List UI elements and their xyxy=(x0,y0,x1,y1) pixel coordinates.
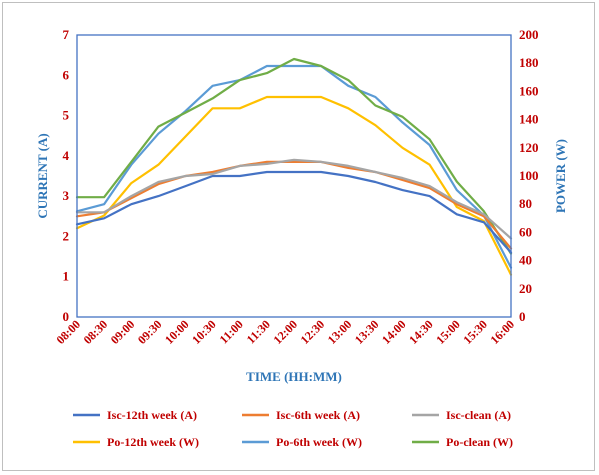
x-tick-label: 11:00 xyxy=(217,317,246,346)
right-y-tick-label: 160 xyxy=(519,83,539,98)
right-y-tick-label: 180 xyxy=(519,55,539,70)
legend-label: Po-clean (W) xyxy=(446,435,513,449)
x-tick-label: 11:30 xyxy=(244,317,273,346)
chart-frame xyxy=(2,2,595,471)
legend-label: Isc-clean (A) xyxy=(446,408,511,422)
x-tick-label: 10:00 xyxy=(162,317,192,347)
legend-label: Po-12th week (W) xyxy=(107,435,199,449)
right-y-tick-label: 140 xyxy=(519,112,539,127)
x-axis-ticks: 08:0008:3009:0009:3010:0010:3011:0011:30… xyxy=(53,317,517,347)
left-y-tick-label: 5 xyxy=(63,108,70,123)
right-y-tick-label: 0 xyxy=(519,309,526,324)
right-y-tick-label: 40 xyxy=(519,253,532,268)
right-y-tick-label: 60 xyxy=(519,224,532,239)
x-tick-label: 15:30 xyxy=(460,317,490,347)
x-axis-title: TIME (HH:MM) xyxy=(246,369,342,384)
x-tick-label: 12:30 xyxy=(298,317,328,347)
x-tick-label: 08:30 xyxy=(81,317,111,347)
plot-area-border xyxy=(76,34,512,318)
left-y-tick-label: 7 xyxy=(63,27,70,42)
left-y-tick-label: 0 xyxy=(63,309,70,324)
right-y-axis-ticks: 0 20 40 60 80 100 120 140 160 180 200 xyxy=(519,27,539,324)
series-line-5 xyxy=(75,64,513,269)
x-tick-label: 14:00 xyxy=(379,317,409,347)
series-line-1 xyxy=(75,170,513,254)
x-tick-label: 13:30 xyxy=(352,317,382,347)
left-y-axis-ticks: 0 1 2 3 4 5 6 7 xyxy=(63,27,70,324)
x-tick-label: 15:00 xyxy=(433,317,463,347)
x-tick-label: 09:30 xyxy=(135,317,165,347)
x-tick-label: 14:30 xyxy=(406,317,436,347)
legend: Isc-12th week (A) Isc-6th week (A) Isc-cle… xyxy=(73,408,513,449)
legend-label: Isc-6th week (A) xyxy=(276,408,360,422)
series-line-2 xyxy=(75,160,513,250)
right-y-tick-label: 100 xyxy=(519,168,539,183)
series-lines xyxy=(75,57,513,276)
legend-label: Isc-12th week (A) xyxy=(107,408,197,422)
left-y-tick-label: 1 xyxy=(63,269,70,284)
right-y-tick-label: 20 xyxy=(519,281,532,296)
x-tick-label: 10:30 xyxy=(189,317,219,347)
legend-label: Po-6th week (W) xyxy=(276,435,362,449)
series-line-4 xyxy=(75,95,513,276)
right-y-tick-label: 80 xyxy=(519,196,532,211)
x-tick-label: 16:00 xyxy=(487,317,517,347)
right-y-axis-title: POWER (W) xyxy=(553,139,568,213)
series-line-6 xyxy=(75,57,513,255)
left-y-tick-label: 3 xyxy=(63,188,70,203)
x-tick-label: 08:00 xyxy=(53,317,83,347)
left-y-tick-label: 4 xyxy=(63,148,70,163)
x-tick-label: 12:00 xyxy=(270,317,300,347)
left-y-axis-title: CURRENT (A) xyxy=(35,133,50,218)
x-tick-label: 09:00 xyxy=(108,317,138,347)
x-tick-label: 13:00 xyxy=(325,317,355,347)
right-y-tick-label: 120 xyxy=(519,140,539,155)
right-y-tick-label: 200 xyxy=(519,27,539,42)
left-y-tick-label: 6 xyxy=(63,67,70,82)
left-y-tick-label: 2 xyxy=(63,228,70,243)
series-line-3 xyxy=(75,158,513,240)
